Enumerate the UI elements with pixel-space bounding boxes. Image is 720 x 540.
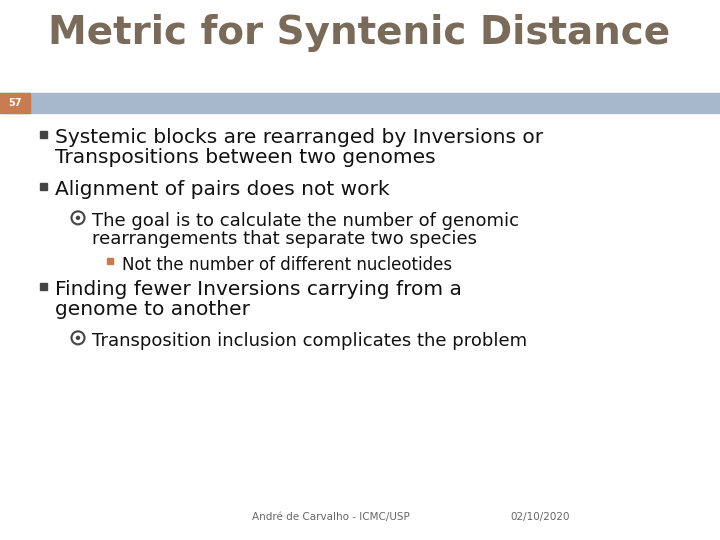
- Text: Transpositions between two genomes: Transpositions between two genomes: [55, 148, 436, 167]
- Text: rearrangements that separate two species: rearrangements that separate two species: [92, 230, 477, 248]
- Bar: [0, 93, 720, 113]
- Text: Alignment of pairs does not work: Alignment of pairs does not work: [55, 180, 390, 199]
- Text: Finding fewer Inversions carrying from a: Finding fewer Inversions carrying from a: [55, 280, 462, 299]
- Bar: [0, 93, 30, 113]
- Circle shape: [76, 215, 80, 220]
- Bar: [40, 131, 47, 138]
- Text: André de Carvalho - ICMC/USP: André de Carvalho - ICMC/USP: [252, 512, 410, 522]
- Text: genome to another: genome to another: [55, 300, 250, 319]
- Text: Systemic blocks are rearranged by Inversions or: Systemic blocks are rearranged by Invers…: [55, 128, 543, 147]
- Circle shape: [76, 336, 80, 340]
- Text: The goal is to calculate the number of genomic: The goal is to calculate the number of g…: [92, 212, 519, 230]
- Text: Transposition inclusion complicates the problem: Transposition inclusion complicates the …: [92, 332, 527, 350]
- Bar: [40, 183, 47, 190]
- Text: Not the number of different nucleotides: Not the number of different nucleotides: [122, 256, 452, 274]
- Bar: [107, 259, 113, 265]
- Bar: [40, 283, 47, 290]
- Text: 57: 57: [8, 98, 22, 108]
- Text: 02/10/2020: 02/10/2020: [510, 512, 570, 522]
- Text: Metric for Syntenic Distance: Metric for Syntenic Distance: [48, 14, 670, 52]
